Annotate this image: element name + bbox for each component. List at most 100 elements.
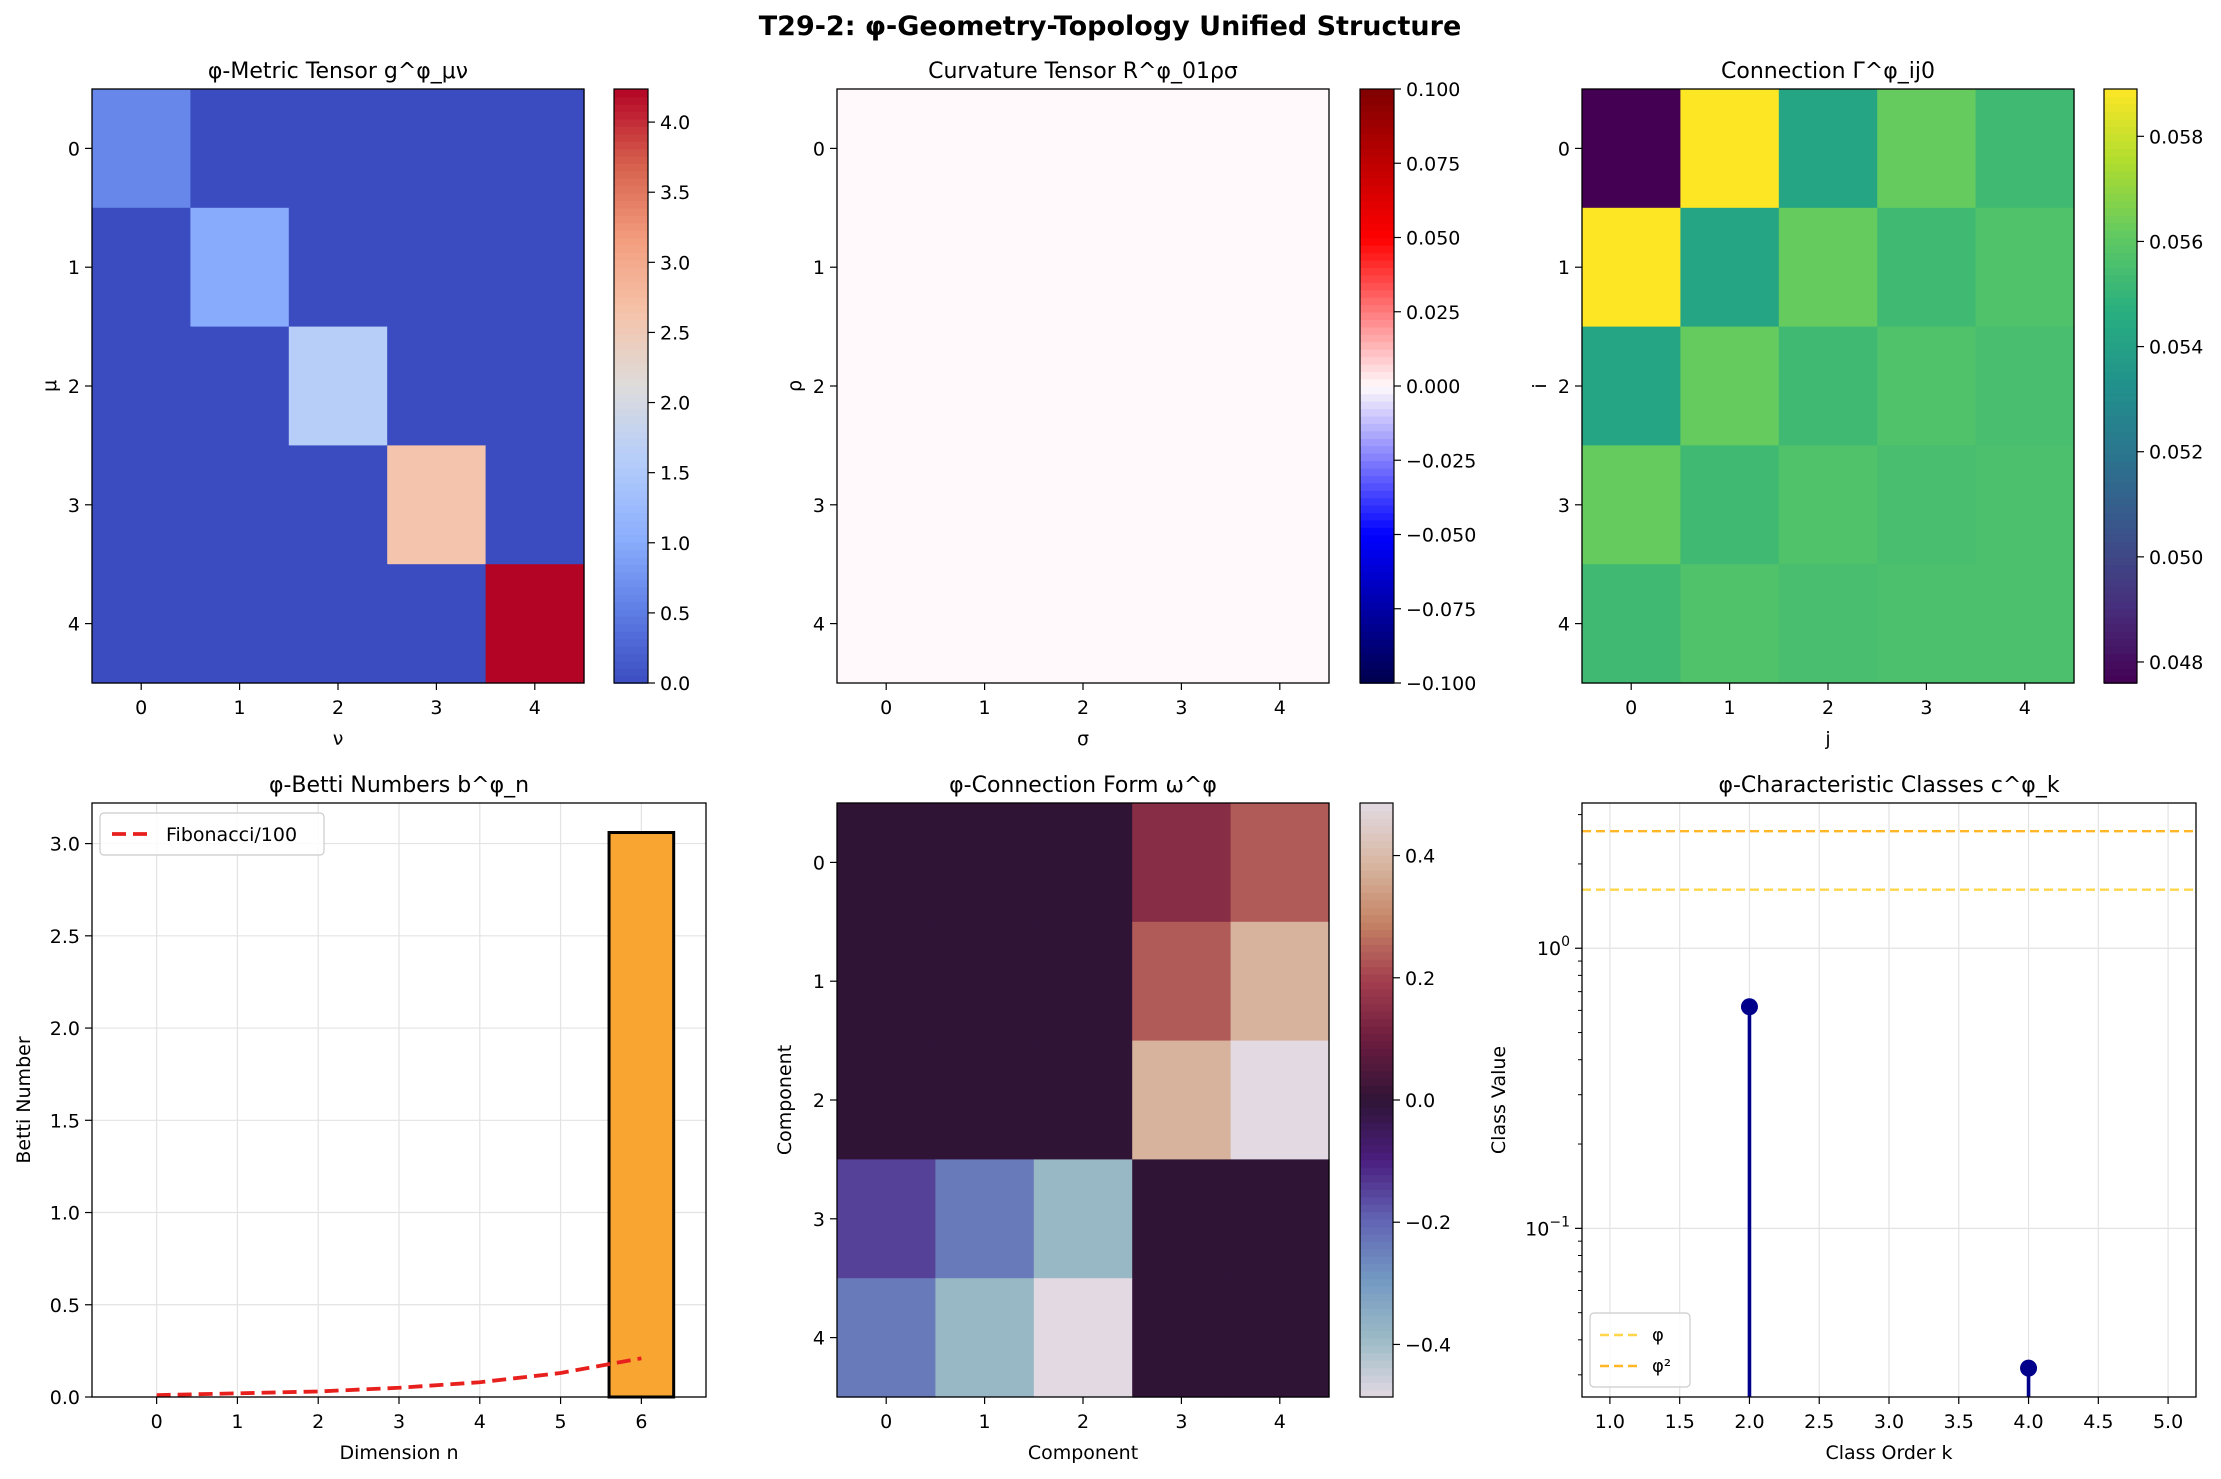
- panel-title: Connection Γ^φ_ij0: [1721, 59, 1935, 84]
- heatmap-cell: [1132, 1278, 1232, 1398]
- colorbar-tick-label: 0.2: [1405, 968, 1435, 990]
- y-axis-label: Class Value: [1488, 1046, 1510, 1154]
- x-tick-label: 4: [2019, 697, 2031, 719]
- colorbar-tick-label: 2.0: [660, 393, 690, 415]
- colorbar-tick-label: 0.0: [1405, 1090, 1435, 1112]
- heatmap-cell: [1132, 1159, 1232, 1279]
- heatmap-cell: [837, 921, 936, 1042]
- heatmap-cell: [837, 326, 936, 446]
- colorbar: 0.048 0.050 0.052 0.054 0.056 0.058: [2103, 88, 2203, 684]
- y-tick-label: 2: [1558, 376, 1570, 398]
- heatmap-cell: [1033, 564, 1133, 684]
- bar: [607, 831, 676, 1399]
- stem-marker: [1740, 998, 1758, 1016]
- colorbar-tick-label: 0.4: [1405, 846, 1435, 868]
- heatmap-cell: [92, 564, 191, 684]
- x-tick-label: 3.5: [1944, 1411, 1974, 1433]
- heatmap-cell: [1877, 445, 1977, 565]
- x-tick-label: 4: [1274, 697, 1286, 719]
- colorbar-tick-label: 1.5: [660, 463, 690, 485]
- heatmap-cell: [1033, 921, 1133, 1042]
- y-tick-label: 4: [68, 614, 80, 636]
- x-axis-label: Component: [1028, 1442, 1138, 1464]
- heatmap-cell: [1877, 207, 1977, 328]
- x-tick-label: 4: [529, 697, 541, 719]
- y-tick-label: 10−1: [1525, 1214, 1570, 1240]
- heatmap-cell: [1582, 564, 1681, 684]
- y-tick-label: 1: [68, 257, 80, 279]
- x-tick-label: 1.0: [1595, 1411, 1625, 1433]
- y-tick-label: 2: [68, 376, 80, 398]
- heatmap-cell: [1230, 445, 1330, 565]
- heatmap-cell: [485, 326, 585, 446]
- heatmap-cell: [837, 89, 936, 209]
- x-tick-label: 0: [880, 1411, 892, 1433]
- colorbar-tick-label: 0.054: [2149, 337, 2203, 359]
- heatmap-cell: [1778, 89, 1878, 209]
- y-tick-label: 0: [68, 138, 80, 160]
- x-tick-label: 1.5: [1665, 1411, 1695, 1433]
- heatmap-cell: [1582, 326, 1681, 446]
- heatmap-cell: [837, 445, 936, 565]
- heatmap-cell: [1877, 564, 1977, 684]
- heatmap-cell: [387, 207, 487, 328]
- x-tick-label: 3: [393, 1411, 405, 1433]
- heatmap-cell: [190, 207, 290, 328]
- heatmap-cell: [1975, 89, 2075, 209]
- x-axis-label: j: [1824, 728, 1830, 750]
- heatmap-cell: [837, 803, 936, 923]
- heatmap-cell: [1033, 326, 1133, 446]
- colorbar-tick-label: 0.058: [2149, 126, 2203, 148]
- colorbar-tick-label: −0.100: [1406, 673, 1476, 695]
- x-tick-label: 5: [555, 1411, 567, 1433]
- betti-panel: 0 1 2 3 4 5 6 0.0 0.5 1.0 1.5 2.0 2.5 3.0 φ-Betti Numb…: [13, 773, 707, 1464]
- x-tick-label: 5.0: [2153, 1411, 2183, 1433]
- x-tick-label: 2.5: [1804, 1411, 1834, 1433]
- heatmap-cell: [1680, 207, 1780, 328]
- y-tick-label: 3: [68, 495, 80, 517]
- heatmap-cell: [288, 326, 388, 446]
- x-tick-label: 3: [1175, 1411, 1187, 1433]
- fibonacci-line: [156, 1356, 642, 1398]
- panel-title: φ-Metric Tensor g^φ_μν: [208, 59, 468, 84]
- y-tick-label: 4: [1558, 614, 1570, 636]
- heatmap-cell: [1033, 89, 1133, 209]
- heatmap-cell: [1778, 207, 1878, 328]
- colorbar-tick-label: 0.050: [2149, 547, 2203, 569]
- heatmap-cell: [190, 89, 290, 209]
- heatmap-cell: [1680, 326, 1780, 446]
- heatmap-cell: [387, 326, 487, 446]
- y-tick-label: 1: [813, 971, 825, 993]
- heatmap-cell: [1680, 445, 1780, 565]
- x-tick-label: 0: [880, 697, 892, 719]
- colorbar-tick-label: −0.050: [1406, 525, 1476, 547]
- x-tick-label: 3: [1920, 697, 1932, 719]
- heatmap-cell: [1877, 89, 1977, 209]
- y-tick-label: 2: [813, 1090, 825, 1112]
- x-tick-label: 2: [1077, 1411, 1089, 1433]
- heatmap-cell: [485, 445, 585, 565]
- x-tick-label: 1: [979, 1411, 991, 1433]
- heatmap-cell: [1582, 445, 1681, 565]
- heatmap-cell: [935, 1278, 1035, 1398]
- colorbar-tick-label: 4.0: [660, 112, 690, 134]
- heatmap-cell: [1975, 564, 2075, 684]
- heatmap-cell: [288, 207, 388, 328]
- y-tick-label: 3: [813, 1209, 825, 1231]
- x-axis-label: σ: [1077, 728, 1089, 750]
- heatmap-cell: [1132, 803, 1232, 923]
- heatmap-cell: [1132, 326, 1232, 446]
- colorbar-tick-label: 3.0: [660, 252, 690, 274]
- colorbar-tick-label: 0.075: [1406, 153, 1460, 175]
- colorbar-tick-label: 0.048: [2149, 652, 2203, 674]
- heatmap-cell: [837, 564, 936, 684]
- x-tick-label: 0: [151, 1411, 163, 1433]
- y-tick-label: 0.0: [50, 1387, 80, 1409]
- heatmap-cell: [837, 1159, 936, 1279]
- x-tick-label: 6: [635, 1411, 647, 1433]
- x-tick-label: 1: [231, 1411, 243, 1433]
- heatmap-cell: [288, 89, 388, 209]
- y-tick-label: 3: [813, 495, 825, 517]
- heatmap-cell: [387, 445, 487, 565]
- y-tick-label: 0: [813, 852, 825, 874]
